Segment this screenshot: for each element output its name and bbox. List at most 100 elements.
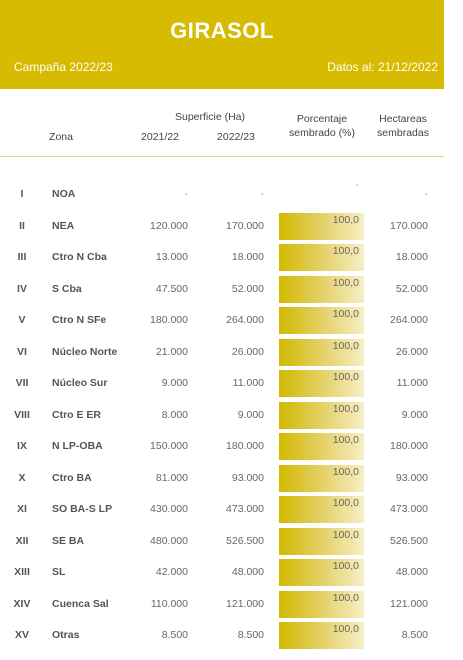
surface-2021-cell: 180.000 [150,314,188,326]
hectares-sown-cell: 180.000 [390,440,428,452]
table-row: IX N LP-OBA 150.000 180.000 100,0 180.000 [0,431,444,462]
hectares-sown-cell: - [424,188,429,200]
table-row: X Ctro BA 81.000 93.000 100,0 93.000 [0,463,444,494]
table-row: XIII SL 42.000 48.000 100,0 48.000 [0,557,444,588]
table-row: VII Núcleo Sur 9.000 11.000 100,0 11.000 [0,368,444,399]
surface-2021-cell: 110.000 [150,597,188,610]
pct-header-line2: sembrado (%) [289,127,355,139]
row-number: XIII [14,566,30,578]
row-number: VII [15,377,29,389]
ha-header-line1: Hectareas [379,113,427,125]
row-number: I [20,188,24,200]
surface-2021-cell: 480.000 [150,534,188,547]
table-row: XII SE BA 480.000 526.500 100,0 526.500 [0,526,444,557]
pct-header: Porcentaje sembrado (%) [276,112,368,140]
row-number: XI [17,503,27,515]
surface-2022-cell: 170.000 [226,219,264,232]
table-row: I NOA - - - - [0,179,444,210]
pct-sown-cell: 100,0 [332,402,359,415]
surface-2022-cell: 18.000 [231,251,264,263]
pct-fill-bar [279,338,364,366]
table-row: VI Núcleo Norte 21.000 26.000 100,0 26.000 [0,337,444,368]
row-number: II [19,219,25,232]
table-row: V Ctro N SFe 180.000 264.000 100,0 264.000 [0,305,444,336]
surface-2022-cell: 48.000 [231,566,264,578]
zona-cell: SO BA-S LP [52,503,113,515]
surface-2022-cell: 26.000 [231,345,264,358]
row-number: V [18,314,26,326]
pct-fill-bar [279,559,364,586]
hectares-sown-cell: 8.500 [401,629,428,641]
surface-2022-cell: 264.000 [226,314,264,326]
zona-cell: Otras [52,629,80,641]
pct-sown-cell: - [355,179,360,191]
zona-cell: NEA [52,219,75,232]
zona-cell: SL [52,566,66,578]
pct-header-line1: Porcentaje [296,113,348,125]
pct-fill-bar [279,464,364,492]
hectares-sown-cell: 52.000 [395,282,428,295]
surface-2021-cell: 42.000 [155,566,188,578]
hectares-sown-cell: 26.000 [395,345,428,358]
hectares-sown-cell: 526.500 [390,534,428,547]
surface-2021-cell: 9.000 [161,377,188,389]
surface-2022-cell: - [260,188,265,200]
table-row: IV S Cba 47.500 52.000 100,0 52.000 [0,274,444,305]
pct-fill-bar [279,370,364,397]
surface-2022-cell: 121.000 [226,597,264,610]
zona-cell: Ctro BA [52,471,92,484]
zona-cell: Cuenca Sal [52,597,109,610]
zona-cell: NOA [52,188,76,200]
surface-group-header: Superficie (Ha) [174,111,246,123]
surface-2021-cell: - [184,188,189,200]
pct-fill-bar [279,622,364,649]
hectares-sown-cell: 48.000 [395,566,428,578]
hectares-sown-cell: 473.000 [390,503,428,515]
surface-2021-cell: 47.500 [155,282,188,295]
hectares-sown-cell: 11.000 [396,377,428,389]
row-number: III [17,251,27,263]
surface-2022-cell: 52.000 [231,282,264,295]
row-number: IX [17,440,27,452]
table-row: XIV Cuenca Sal 110.000 121.000 100,0 121.000 [0,589,444,620]
pct-fill-bar [279,433,364,460]
row-number: VI [17,345,27,358]
zona-cell: Núcleo Sur [52,377,108,389]
pct-sown-cell: 100,0 [332,213,359,226]
pct-fill-bar [279,527,364,555]
surface-2022-cell: 9.000 [237,408,264,421]
hectares-sown-cell: 18.000 [395,251,428,263]
table-row: III Ctro N Cba 13.000 18.000 100,0 18.000 [0,242,444,273]
pct-fill-bar [279,590,364,618]
table-row: XV Otras 8.500 8.500 100,0 8.500 [0,620,444,651]
surface-2021-cell: 21.000 [155,345,188,358]
table-row: VIII Ctro E ER 8.000 9.000 100,0 9.000 [0,400,444,431]
row-number: XII [15,534,29,547]
surface-2022-cell: 11.000 [232,377,264,389]
pct-fill-bar [279,307,364,334]
pct-sown-cell: 100,0 [332,560,359,572]
hectares-sown-cell: 93.000 [395,471,428,484]
hectares-sown-cell: 264.000 [390,314,428,326]
ha-header: Hectareas sembradas [368,112,438,140]
row-number: VIII [14,408,30,421]
surface-2022-cell: 8.500 [237,629,264,641]
pct-sown-cell: 100,0 [332,528,359,541]
data-date-label: Datos al: 21/12/2022 [327,60,438,74]
surface-2021-cell: 120.000 [150,219,188,232]
pct-sown-cell: 100,0 [332,434,359,446]
pct-fill-bar [279,401,364,429]
year-2021-header: 2021/22 [141,131,179,143]
pct-sown-cell: 100,0 [332,276,359,289]
table-row: II NEA 120.000 170.000 100,0 170.000 [0,211,444,242]
hectares-sown-cell: 9.000 [401,408,428,421]
surface-2022-cell: 93.000 [231,471,264,484]
zona-header: Zona [49,131,73,143]
pct-sown-cell: 100,0 [332,308,359,320]
pct-sown-cell: 100,0 [332,371,359,383]
header-divider [0,156,444,157]
zona-cell: S Cba [52,282,82,295]
row-number: X [18,471,26,484]
pct-fill-bar [279,244,364,271]
hectares-sown-cell: 121.000 [390,597,428,610]
